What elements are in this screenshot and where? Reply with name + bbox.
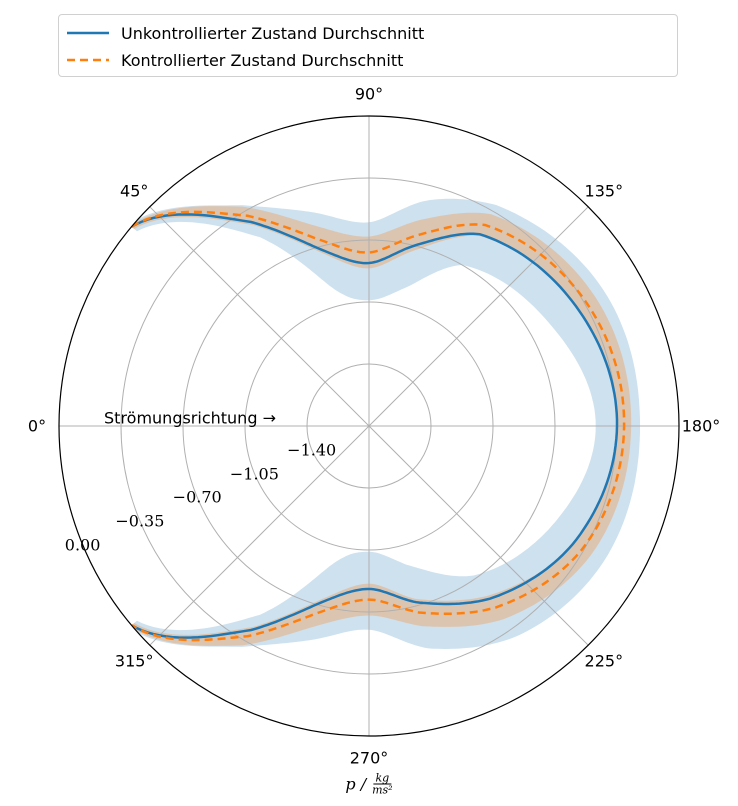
confidence-bands — [128, 198, 641, 650]
x-axis-label-unit: kg ms² — [372, 773, 393, 796]
band-uncontrolled — [128, 198, 641, 650]
radial-tick-label: 0.00 — [64, 535, 101, 555]
legend-line-dashed-icon — [67, 58, 109, 62]
legend-label-uncontrolled: Unkontrollierter Zustand Durchschnitt — [121, 23, 425, 43]
series-lines — [130, 210, 626, 642]
angle-tick-label: 135° — [584, 181, 624, 201]
angle-tick-label: 315° — [114, 651, 154, 671]
angle-tick-label: 180° — [681, 416, 721, 436]
flow-direction-annotation: Strömungsrichtung → — [104, 408, 276, 428]
x-axis-label-unit-numerator: kg — [373, 771, 392, 785]
angle-tick-label: 270° — [349, 748, 389, 768]
legend-line-solid-icon — [67, 31, 109, 35]
legend-entry-controlled: Kontrollierter Zustand Durchschnitt — [67, 48, 403, 72]
polar-frame — [58, 115, 680, 737]
legend-entry-uncontrolled: Unkontrollierter Zustand Durchschnitt — [67, 21, 424, 45]
angle-tick-label: 225° — [584, 651, 624, 671]
angular-grid-line — [368, 425, 589, 646]
angular-grid-line — [368, 206, 589, 427]
radial-tick-label: −0.35 — [115, 511, 165, 531]
radial-tick-label: −1.05 — [229, 464, 279, 483]
angular-grid-line — [149, 425, 370, 646]
series-line-controlled — [130, 210, 626, 642]
x-axis-label: p / kg ms² — [345, 773, 392, 796]
angle-tick-label: 90° — [354, 84, 384, 104]
x-axis-label-unit-denominator: ms² — [372, 783, 393, 797]
legend-label-controlled: Kontrollierter Zustand Durchschnitt — [121, 50, 404, 70]
angular-grid-line — [149, 206, 370, 427]
angle-tick-label: 45° — [120, 181, 149, 201]
angle-tick-label: 0° — [27, 416, 47, 436]
legend: Unkontrollierter Zustand Durchschnitt Ko… — [58, 14, 678, 77]
x-axis-label-prefix: p / — [345, 774, 367, 794]
series-line-uncontrolled — [130, 213, 619, 639]
radial-tick-label: −0.70 — [172, 487, 222, 507]
radial-tick-label: −1.40 — [287, 440, 337, 460]
